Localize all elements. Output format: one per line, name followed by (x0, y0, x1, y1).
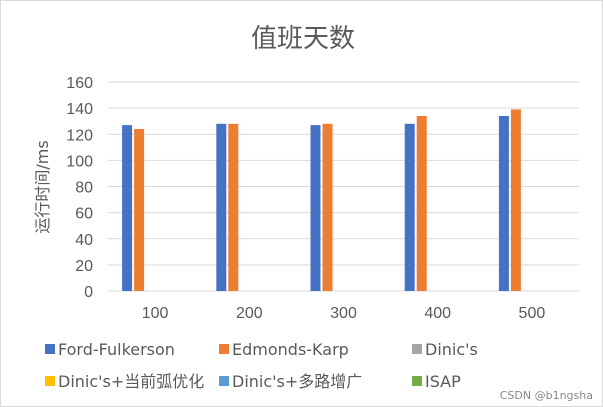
watermark: CSDN @b1ngsha (500, 389, 593, 402)
legend-label: Ford-Fulkerson (58, 340, 175, 359)
bar (228, 123, 239, 291)
bar (498, 115, 509, 292)
legend-swatch (45, 376, 55, 386)
y-tick-label: 0 (84, 284, 93, 301)
y-tick-label: 80 (75, 180, 93, 197)
legend-swatch (219, 376, 229, 386)
bar (404, 123, 415, 291)
legend-label: Dinic's (425, 340, 478, 359)
legend-swatch (412, 376, 422, 386)
y-tick-label: 40 (75, 232, 93, 249)
x-tick-label: 100 (142, 305, 169, 322)
y-axis-label: 运行时间/ms (33, 140, 52, 233)
y-tick-label: 120 (66, 127, 93, 144)
bar (216, 123, 227, 291)
y-tick-label: 100 (66, 153, 93, 170)
chart-title: 值班天数 (251, 24, 355, 54)
y-tick-label: 20 (75, 258, 93, 275)
legend-label: Edmonds-Karp (232, 340, 349, 359)
legend-label: Dinic's+当前弧优化 (58, 372, 204, 391)
bar (310, 125, 321, 291)
y-tick-label: 140 (66, 101, 93, 118)
legend-swatch (45, 344, 55, 354)
legend-swatch (412, 344, 422, 354)
y-tick-label: 160 (66, 75, 93, 92)
y-tick-label: 60 (75, 206, 93, 223)
legend-label: ISAP (425, 372, 461, 391)
bar (416, 115, 427, 292)
x-tick-label: 300 (330, 305, 357, 322)
legend-swatch (219, 344, 229, 354)
x-tick-label: 400 (424, 305, 451, 322)
bar (134, 129, 145, 291)
x-tick-label: 500 (519, 305, 546, 322)
bar (510, 109, 521, 292)
x-tick-label: 200 (236, 305, 263, 322)
bar (122, 125, 133, 291)
bar (322, 123, 333, 291)
legend-label: Dinic's+多路增广 (232, 372, 362, 391)
